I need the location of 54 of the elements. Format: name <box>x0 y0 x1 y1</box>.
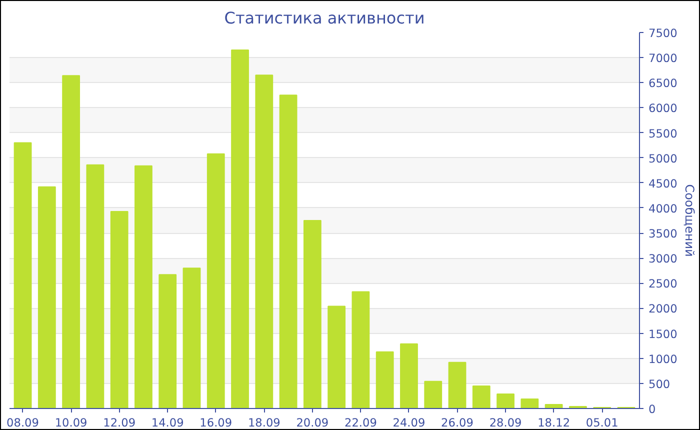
bar <box>182 268 201 408</box>
bar <box>255 74 274 408</box>
bar <box>303 220 322 408</box>
bar <box>86 164 104 408</box>
bar <box>424 380 442 408</box>
bar <box>352 291 370 408</box>
x-tick-label: 05.01 <box>586 416 618 430</box>
x-tick-label: 20.09 <box>296 416 329 430</box>
x-tick-label: 10.09 <box>54 416 88 430</box>
bar <box>472 385 490 408</box>
x-tick-label: 18.12 <box>538 416 570 430</box>
bar <box>520 398 539 408</box>
bar <box>544 404 563 408</box>
bar <box>328 306 346 408</box>
y-tick-label: 2500 <box>648 276 678 291</box>
x-tick-label: 18.09 <box>248 416 280 430</box>
y-tick-label: 5500 <box>648 126 678 140</box>
y-tick-label: 3500 <box>648 226 678 241</box>
y-tick-label: 4000 <box>648 201 678 216</box>
x-tick-label: 22.09 <box>344 416 377 430</box>
y-tick-label: 3000 <box>648 252 678 266</box>
bar <box>279 94 298 408</box>
bar <box>496 393 514 408</box>
bar <box>158 274 177 408</box>
y-tick-label: 5000 <box>648 151 678 166</box>
x-tick-label: 16.09 <box>200 416 232 430</box>
bar <box>14 142 32 408</box>
bar <box>448 362 466 408</box>
bar <box>376 351 394 408</box>
x-tick-label: 28.09 <box>489 416 522 430</box>
bar <box>38 186 56 408</box>
y-tick-label: 1500 <box>648 326 678 341</box>
y-tick-label: 7000 <box>648 51 678 66</box>
bar <box>62 75 80 408</box>
y-tick-label: 4500 <box>648 176 678 190</box>
y-tick-label: 6500 <box>648 76 678 90</box>
y-axis-title: Сообщений <box>682 184 696 257</box>
y-tick-label: 7500 <box>648 26 678 40</box>
bar <box>134 165 152 408</box>
x-tick-label: 12.09 <box>103 416 136 430</box>
bar <box>206 153 225 408</box>
x-tick-label: 14.09 <box>151 416 184 430</box>
y-tick-label: 1000 <box>648 352 678 366</box>
y-tick-label: 0 <box>648 402 656 416</box>
bar <box>231 50 249 408</box>
x-tick-label: 26.09 <box>441 416 474 430</box>
x-tick-label: 08.09 <box>6 416 39 430</box>
x-tick-label: 24.09 <box>392 416 426 430</box>
y-tick-label: 500 <box>648 376 670 391</box>
bar <box>110 210 128 408</box>
bar <box>400 343 418 408</box>
y-tick-label: 2000 <box>648 302 678 316</box>
chart-title: Статистика активности <box>224 8 425 28</box>
y-tick-label: 6000 <box>648 101 678 116</box>
